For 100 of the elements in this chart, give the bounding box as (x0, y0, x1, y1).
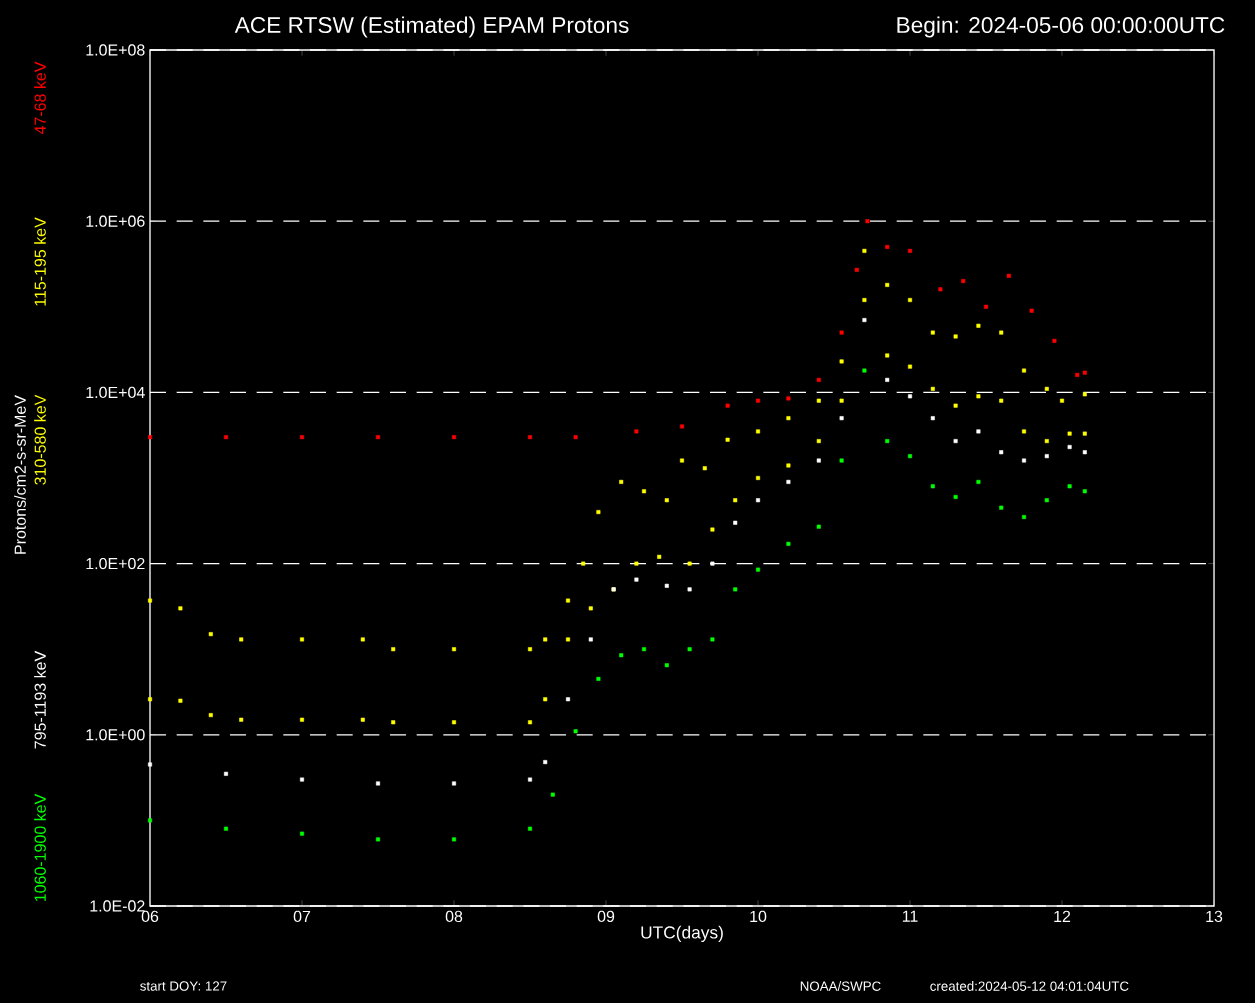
text: start DOY: 127 (140, 981, 227, 991)
y-tick-label: 1.0E+00 (86, 729, 145, 741)
point (930, 416, 935, 421)
point (573, 729, 578, 734)
x-tick-label: 08 (445, 910, 463, 923)
point (908, 454, 913, 459)
point (976, 323, 981, 328)
x-tick-label: 11 (902, 910, 918, 922)
point (664, 498, 669, 503)
point (885, 353, 890, 358)
point (908, 364, 913, 369)
point (816, 398, 821, 403)
point (733, 498, 738, 503)
point (854, 267, 859, 272)
point (566, 637, 571, 642)
point (687, 587, 692, 592)
point (953, 334, 958, 339)
point (862, 248, 867, 253)
chart-subtitle: Begin: 2024-05-06 00:00:00UTC (897, 16, 1225, 38)
point (756, 475, 761, 480)
point (1082, 392, 1087, 397)
point (1067, 484, 1072, 489)
text: 47-68 keV (34, 61, 46, 135)
point (619, 479, 624, 484)
chart-title: ACE RTSW (Estimated) EPAM Protons (234, 16, 629, 38)
text: 795-1193 keV (34, 650, 46, 749)
point (452, 837, 457, 842)
point (816, 377, 821, 382)
point (976, 429, 981, 434)
point (953, 439, 958, 444)
point (452, 720, 457, 725)
point (543, 637, 548, 642)
point (816, 439, 821, 444)
point (930, 330, 935, 335)
point (687, 647, 692, 652)
point (1067, 431, 1072, 436)
point (376, 435, 381, 440)
point (376, 781, 381, 786)
point (862, 368, 867, 373)
point (930, 386, 935, 391)
point (725, 403, 730, 408)
y-tick-label: 1.0E+08 (86, 44, 145, 56)
point (148, 435, 153, 440)
point (1075, 372, 1080, 377)
point (1022, 515, 1027, 520)
point (148, 598, 153, 603)
point (1067, 445, 1072, 450)
point (208, 632, 213, 637)
point (865, 219, 870, 224)
point (528, 647, 533, 652)
point (1082, 450, 1087, 455)
text: 1060-1900 keV (34, 793, 46, 902)
point (634, 429, 639, 434)
point (528, 435, 533, 440)
point (733, 520, 738, 525)
point (999, 450, 1004, 455)
point (664, 663, 669, 668)
point (702, 466, 707, 471)
point (360, 717, 365, 722)
point (816, 458, 821, 463)
point (566, 598, 571, 603)
text: created:2024-05-12 04:01:04UTC (930, 981, 1129, 991)
point (148, 818, 153, 823)
text: 115-195 keV (34, 217, 46, 306)
point (680, 458, 685, 463)
x-tick-label: 13 (1206, 910, 1223, 923)
point (1029, 308, 1034, 313)
point (839, 330, 844, 335)
point (984, 304, 989, 309)
y-tick-label: 1.0E-02 (90, 900, 145, 912)
point (885, 244, 890, 249)
point (300, 637, 305, 642)
point (596, 510, 601, 515)
text: 310-580 keV (34, 394, 46, 485)
point (710, 527, 715, 532)
point (862, 318, 867, 323)
point (976, 394, 981, 399)
point (756, 498, 761, 503)
point (634, 561, 639, 566)
point (1082, 489, 1087, 494)
point (930, 484, 935, 489)
point (1052, 338, 1057, 343)
point (999, 330, 1004, 335)
point (1022, 368, 1027, 373)
x-tick-label: 07 (293, 910, 311, 923)
point (756, 429, 761, 434)
point (710, 561, 715, 566)
point (885, 439, 890, 444)
point (976, 479, 981, 484)
point (687, 561, 692, 566)
y-tick-label: 1.0E+02 (86, 557, 145, 570)
point (300, 777, 305, 782)
point (839, 416, 844, 421)
point (543, 697, 548, 702)
point (733, 587, 738, 592)
point (908, 298, 913, 303)
point (1060, 398, 1065, 403)
point (999, 398, 1004, 403)
x-axis-title: UTC(days) (641, 925, 723, 943)
point (786, 416, 791, 421)
